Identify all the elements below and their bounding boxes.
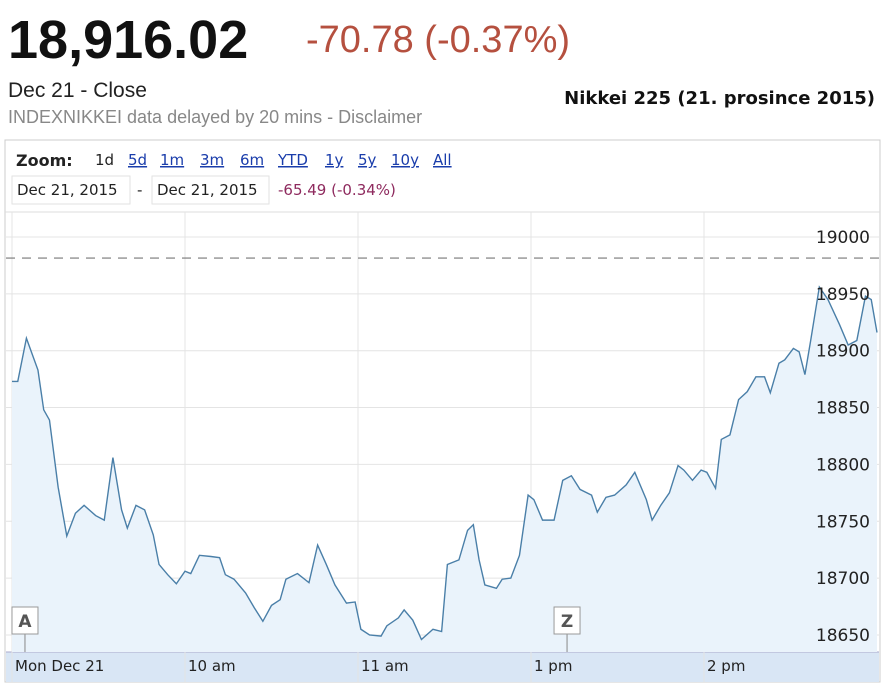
x-tick-label: 1 pm — [534, 657, 572, 675]
x-axis-band — [6, 652, 879, 682]
range-start[interactable]: Dec 21, 2015 — [17, 181, 118, 199]
flag-label[interactable]: A — [18, 612, 32, 632]
y-tick-label: 18950 — [816, 285, 870, 305]
y-tick-label: 18800 — [816, 455, 870, 475]
zoom-option[interactable]: 6m — [240, 151, 264, 169]
zoom-option[interactable]: 10y — [391, 151, 419, 169]
range-start-box[interactable] — [11, 175, 131, 205]
zoom-option[interactable]: All — [433, 151, 452, 169]
flag[interactable] — [11, 606, 39, 635]
y-tick-label: 19000 — [816, 228, 870, 248]
y-tick-label: 18850 — [816, 399, 870, 419]
flag-label[interactable]: Z — [561, 612, 573, 632]
price-change: -70.78 (-0.37%) — [306, 19, 570, 61]
flag[interactable] — [553, 606, 581, 635]
source-note: INDEXNIKKEI data delayed by 20 mins - Di… — [8, 107, 422, 127]
x-tick-label: Mon Dec 21 — [15, 657, 104, 675]
x-tick-label: 2 pm — [707, 657, 745, 675]
area — [12, 287, 877, 652]
zoom-option[interactable]: 3m — [200, 151, 224, 169]
y-tick-label: 18700 — [816, 569, 870, 589]
close-date: Dec 21 - Close — [8, 79, 147, 102]
x-tick-label: 11 am — [361, 657, 409, 675]
zoom-option[interactable]: 5y — [358, 151, 377, 169]
plot: Mon Dec 21 10 am 11 am 1 pm 2 pm 18650 18700 18… — [6, 212, 879, 682]
range-end-box[interactable] — [151, 175, 270, 205]
range-change: -65.49 (-0.34%) — [278, 181, 396, 199]
x-tick-label: 10 am — [188, 657, 236, 675]
caption: Nikkei 225 (21. prosince 2015) — [564, 88, 875, 109]
y-tick-label: 18900 — [816, 342, 870, 362]
y-tick-label: 18750 — [816, 512, 870, 532]
y-tick-label: 18650 — [816, 626, 870, 646]
range-end[interactable]: Dec 21, 2015 — [157, 181, 258, 199]
zoom-option[interactable]: YTD — [277, 151, 308, 169]
price-line — [12, 285, 878, 641]
price: 18,916.02 — [8, 10, 248, 70]
zoom-option[interactable]: 1m — [160, 151, 184, 169]
zoom-option[interactable]: 1y — [325, 151, 344, 169]
zoom-option[interactable]: 1d — [95, 151, 114, 169]
zoom-label: Zoom: — [16, 151, 73, 170]
zoom-option[interactable]: 5d — [128, 151, 147, 169]
range-separator: - — [137, 181, 142, 199]
